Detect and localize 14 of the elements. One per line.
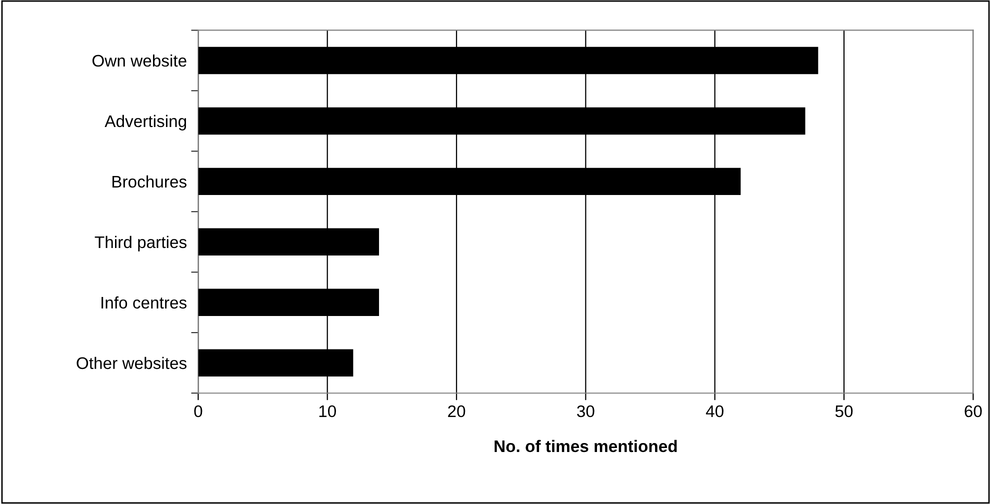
y-tick-label: Advertising bbox=[104, 114, 186, 130]
x-axis-title: No. of times mentioned bbox=[494, 440, 677, 452]
x-tick-label: 20 bbox=[448, 405, 466, 418]
y-tick-label: Info centres bbox=[102, 296, 186, 309]
y-tick-label: Other websites bbox=[76, 356, 186, 370]
x-tick-label: 0 bbox=[194, 405, 202, 418]
x-tick-label: 30 bbox=[577, 405, 594, 418]
x-tick-label: 50 bbox=[835, 405, 853, 418]
y-tick-label: Own website bbox=[92, 54, 186, 67]
x-tick-label: 40 bbox=[706, 405, 724, 418]
x-tick-label: 10 bbox=[319, 405, 336, 418]
x-tick-label: 60 bbox=[964, 405, 982, 418]
y-tick-label: Brochures bbox=[112, 175, 186, 188]
y-tick-label: Third parties bbox=[94, 236, 186, 252]
